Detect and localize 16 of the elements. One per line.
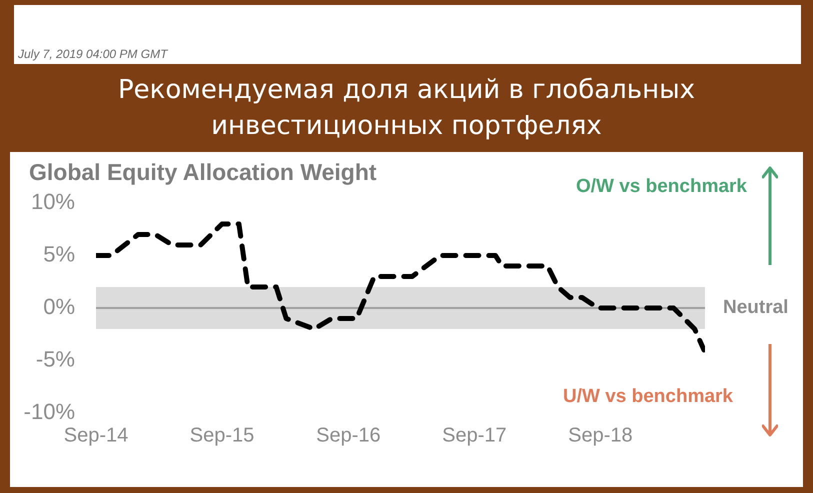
y-tick-label: 0% — [43, 294, 75, 320]
chart-title: Рекомендуемая доля акций в глобальных инвестиционных портфелях — [116, 74, 696, 143]
x-tick-label: Sep-15 — [190, 424, 254, 447]
y-tick-label: -5% — [36, 346, 75, 372]
x-tick-label: Sep-14 — [64, 424, 128, 447]
y-tick-label: 5% — [43, 242, 75, 267]
y-tick-label: -10% — [24, 399, 75, 424]
chart-subtitle: Global Equity Allocation Weight — [29, 159, 377, 186]
y-tick-label: 10% — [30, 189, 75, 214]
x-tick-label: Sep-16 — [316, 424, 381, 447]
band-label: Neutral — [723, 297, 788, 318]
text: July 7, 2019 04:00 PM GMT — [18, 47, 168, 61]
text: O/W vs benchmark — [576, 176, 747, 198]
x-tick-label: Sep-18 — [568, 424, 633, 447]
annotation: U/W vs benchmark — [563, 386, 733, 408]
x-tick-label: Sep-17 — [442, 424, 507, 447]
